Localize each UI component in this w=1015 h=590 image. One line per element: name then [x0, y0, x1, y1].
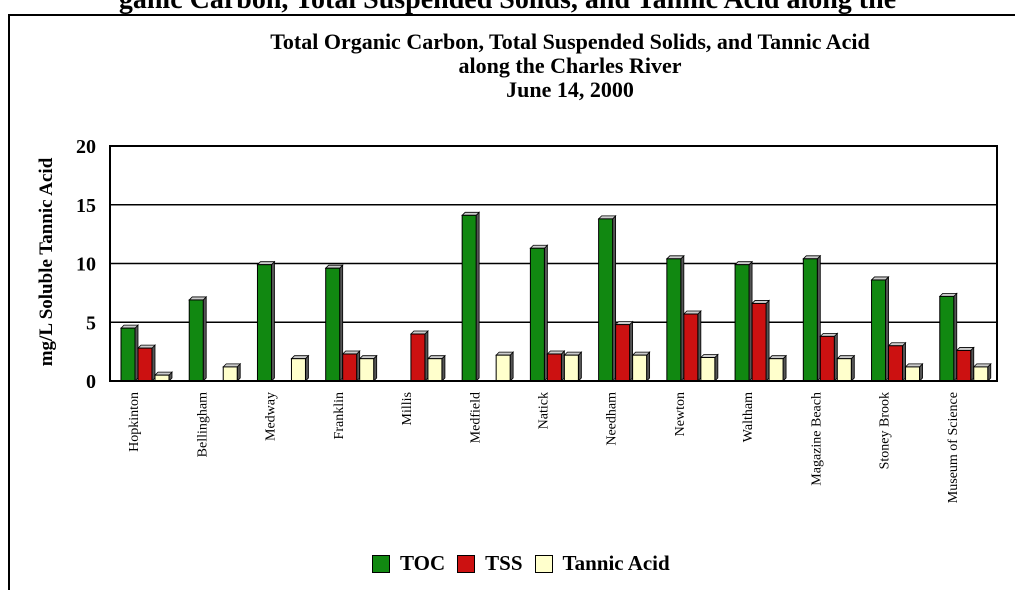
bar-toc: [802, 258, 818, 382]
bar-tss: [751, 302, 767, 382]
bar-tannic-acid: [836, 358, 852, 382]
x-category-label: Medfield: [468, 392, 483, 443]
bar-tss: [956, 349, 972, 382]
x-category-label: Needham: [605, 392, 620, 446]
legend-label-toc: TOC: [400, 551, 446, 575]
x-category-label: Museum of Science: [946, 392, 961, 503]
x-category-label: Stoney Brook: [878, 392, 893, 469]
x-category-label: Millis: [400, 392, 415, 425]
x-category-label: Natick: [537, 392, 552, 429]
bar-tss: [342, 353, 358, 382]
legend-item-tss: TSS: [457, 551, 523, 576]
bar-tannic-acid: [222, 366, 238, 382]
bar-toc: [598, 218, 614, 382]
bar-toc: [256, 264, 272, 382]
bar-tss: [546, 353, 562, 382]
bar-toc: [939, 295, 955, 382]
legend-label-tss: TSS: [485, 551, 523, 575]
bar-toc: [461, 214, 477, 382]
y-axis-label: mg/L Soluble Tannic Acid: [36, 157, 57, 366]
bar-toc: [666, 258, 682, 382]
bar-tannic-acid: [768, 358, 784, 382]
bar-tss: [137, 347, 153, 382]
bars: [120, 211, 992, 382]
bar-tannic-acid: [973, 366, 989, 382]
y-tick-labels: 0 5 10 15 20: [76, 136, 96, 393]
legend-item-tannic-acid: Tannic Acid: [534, 551, 670, 576]
chart-title-line-2: along the Charles River: [458, 53, 682, 78]
plot-area: [109, 145, 998, 382]
x-category-label: Newton: [673, 392, 688, 436]
x-category-label: Magazine Beach: [809, 392, 824, 486]
bar-toc: [734, 264, 750, 382]
chart-title-line-1: Total Organic Carbon, Total Suspended So…: [270, 29, 870, 54]
bar-toc: [120, 327, 136, 382]
legend-item-toc: TOC: [372, 551, 445, 576]
y-tick-label: 10: [76, 254, 96, 276]
bar-toc: [529, 247, 545, 382]
legend-swatch-tss: [457, 554, 476, 573]
chart-frame: [8, 14, 1015, 590]
legend-swatch-tannic-acid: [534, 554, 553, 573]
y-tick-label: 15: [76, 195, 96, 217]
bar-tannic-acid: [290, 358, 306, 382]
bar-tannic-acid: [632, 354, 648, 382]
bar-tannic-acid: [563, 354, 579, 382]
bar-tannic-acid: [427, 358, 443, 382]
bar-tannic-acid: [359, 358, 375, 382]
bar-tss: [888, 345, 904, 382]
legend: TOC TSS Tannic Acid: [372, 551, 682, 576]
bar-tss: [410, 333, 426, 382]
x-category-label: Medway: [264, 392, 279, 441]
x-category-label: Waltham: [741, 392, 756, 442]
bar-tss: [683, 313, 699, 382]
legend-swatch-toc: [372, 554, 390, 573]
bar-tannic-acid: [495, 354, 511, 382]
x-category-label: Bellingham: [195, 392, 210, 457]
bar-tss: [615, 324, 631, 382]
top-caption: ganic Carbon, Total Suspended Solids, an…: [0, 0, 1015, 15]
chart-title-line-3: June 14, 2000: [506, 77, 634, 102]
grid-lines: [110, 204, 997, 323]
bar-tss: [819, 335, 835, 382]
axes: [109, 145, 998, 382]
y-tick-label: 20: [76, 136, 96, 158]
y-tick-label: 0: [86, 371, 96, 393]
chart-title: Total Organic Carbon, Total Suspended So…: [150, 30, 990, 102]
bar-toc: [188, 299, 204, 382]
bar-tannic-acid: [700, 357, 716, 382]
bar-toc: [871, 279, 887, 382]
y-tick-label: 5: [86, 312, 96, 334]
x-category-label: Franklin: [332, 392, 347, 439]
x-category-label: Hopkinton: [127, 392, 142, 452]
bar-toc: [325, 267, 341, 382]
bar-tannic-acid: [905, 366, 921, 382]
legend-label-tannic-acid: Tannic Acid: [562, 551, 670, 575]
x-category-labels: Hopkinton Bellingham Medway Franklin Millis M…: [127, 392, 961, 503]
